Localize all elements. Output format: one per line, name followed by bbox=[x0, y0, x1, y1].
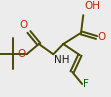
Text: O: O bbox=[98, 32, 106, 42]
Text: F: F bbox=[83, 79, 89, 89]
Text: OH: OH bbox=[84, 1, 100, 11]
Text: NH: NH bbox=[54, 55, 70, 65]
Text: O: O bbox=[20, 20, 28, 30]
Text: O: O bbox=[17, 49, 26, 59]
